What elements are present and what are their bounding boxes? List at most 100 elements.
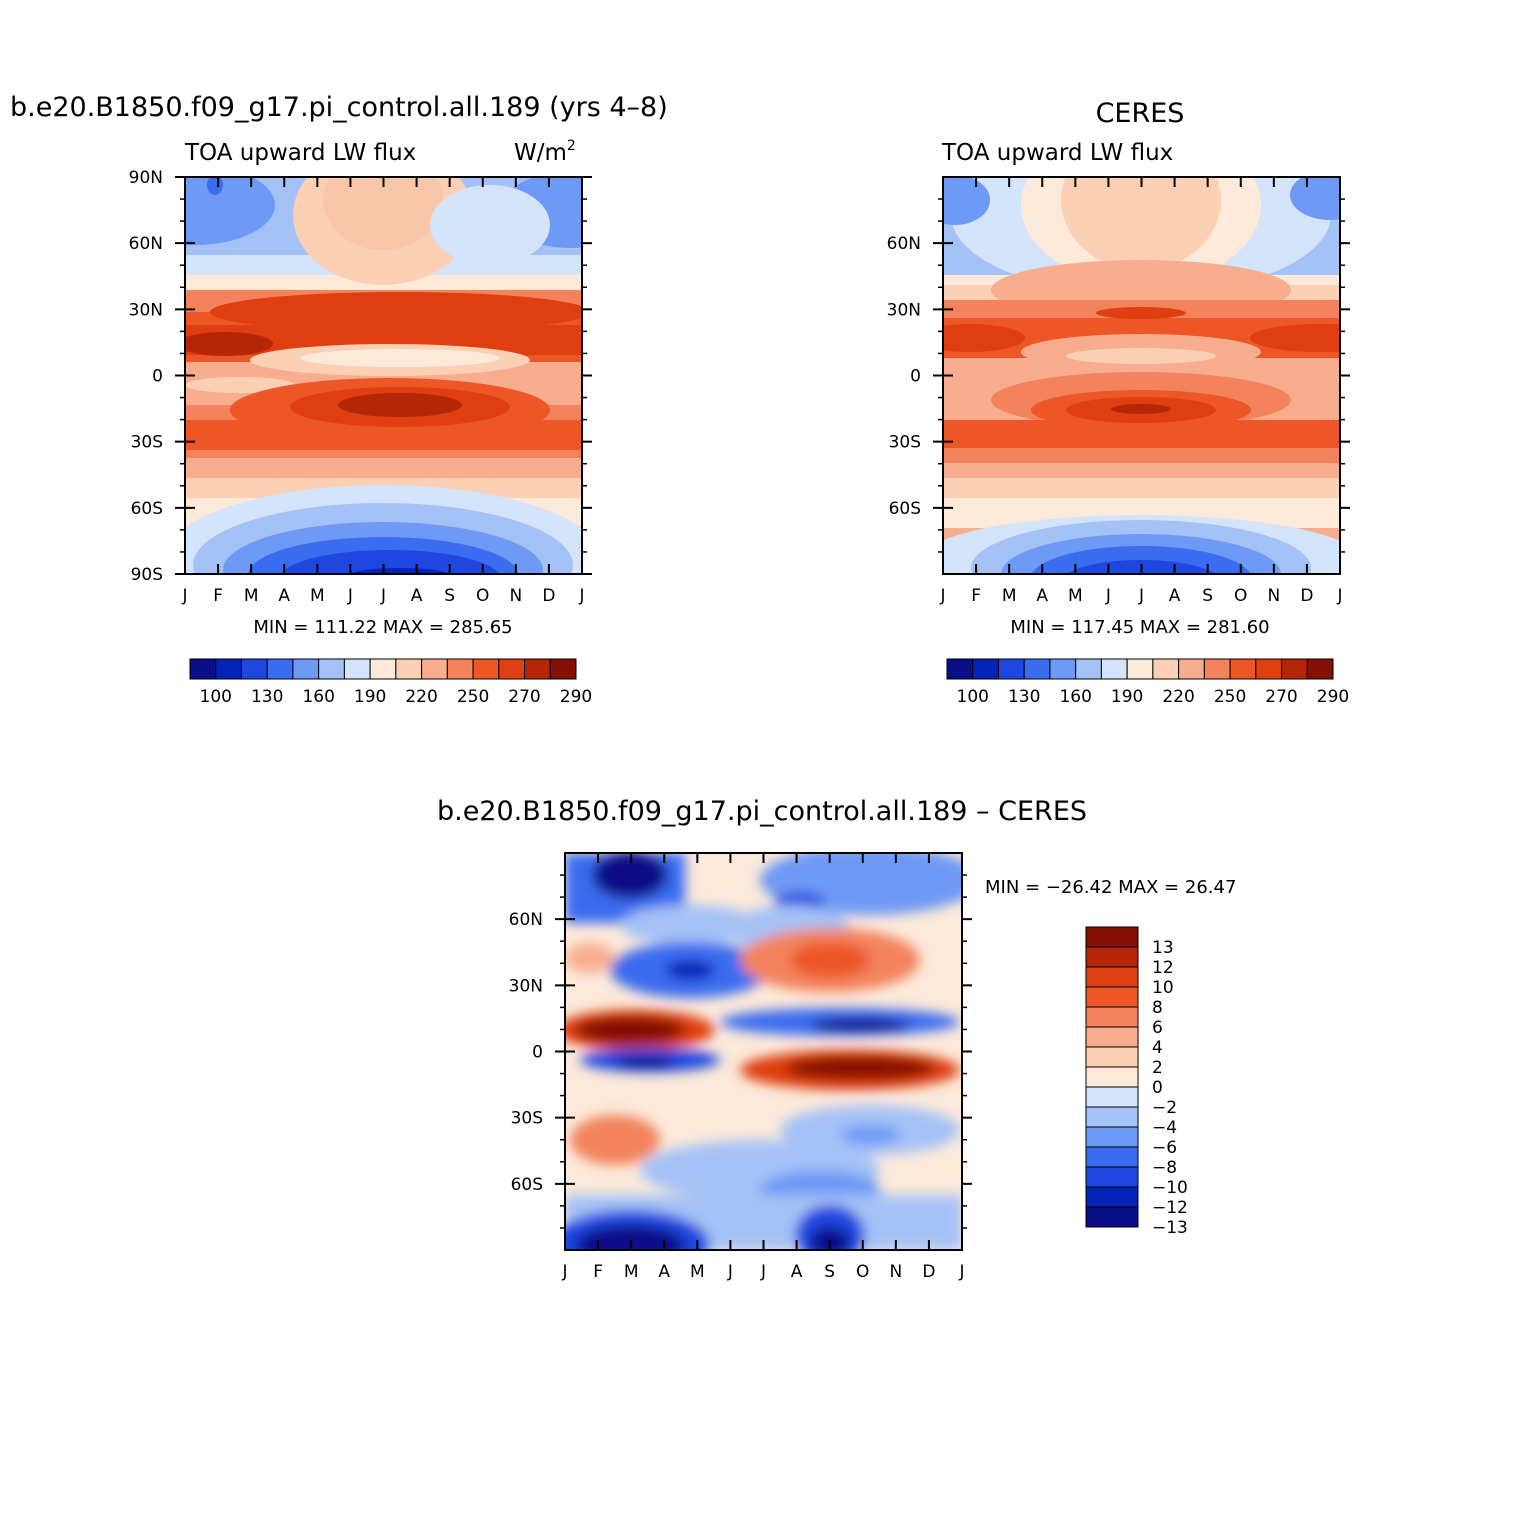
band-35s: [943, 448, 1340, 463]
band-40s: [185, 458, 582, 478]
colorbar-swatch: [1085, 1026, 1139, 1048]
colorbar-label: 250: [1214, 687, 1246, 707]
colorbar-swatch: [946, 658, 974, 680]
y-tick-label: 30N: [887, 300, 921, 320]
panel2-field: [943, 177, 1340, 574]
x-tick-label: J: [1138, 586, 1144, 606]
x-tick-label: N: [889, 1262, 902, 1282]
colorbar-swatch: [1255, 658, 1283, 680]
colorbar-swatch: [997, 658, 1025, 680]
colorbar-swatch: [240, 658, 268, 680]
x-tick-label: A: [278, 586, 290, 606]
colorbar-swatch: [549, 658, 577, 680]
panel3-title: b.e20.B1850.f09_g17.pi_control.all.189 –…: [437, 796, 1087, 827]
y-tick-label: 90N: [129, 168, 163, 188]
x-tick-label: M: [624, 1262, 639, 1282]
colorbar-swatch: [446, 658, 474, 680]
x-tick-label: O: [476, 586, 489, 606]
blob-sp-e: [281, 550, 499, 574]
panel3-field: [565, 853, 962, 1250]
colorbar-swatch: [1100, 658, 1128, 680]
y-tick-label: 0: [152, 367, 163, 387]
colorbar-swatch: [215, 658, 242, 680]
colorbar-swatch: [1075, 658, 1102, 680]
colorbar-label: −2: [1152, 1098, 1177, 1118]
blob-15s-peak: [338, 393, 462, 417]
colorbar-swatch: [292, 658, 320, 680]
colorbar-label: 220: [405, 687, 437, 707]
colorbar-label: 8: [1152, 998, 1163, 1018]
colorbar-swatch: [318, 658, 345, 680]
colorbar-label: 250: [457, 687, 489, 707]
colorbar-label: −13: [1152, 1218, 1188, 1238]
colorbar-swatch: [1049, 658, 1077, 680]
colorbar-label: 160: [1059, 687, 1091, 707]
band-50s: [943, 478, 1340, 498]
field-blurred: [565, 853, 962, 1250]
colorbar-label: 6: [1152, 1018, 1163, 1038]
colorbar-label: 160: [302, 687, 334, 707]
y-tick-label: 0: [532, 1043, 543, 1063]
colorbar-label: 270: [508, 687, 540, 707]
x-tick-label: A: [791, 1262, 803, 1282]
y-tick-label: 30S: [889, 433, 921, 453]
colorbar-label: −4: [1152, 1118, 1177, 1138]
x-tick-label: M: [244, 586, 259, 606]
patch-eq-blue-core: [615, 1056, 675, 1068]
colorbar-label: 0: [1152, 1078, 1163, 1098]
blob-np-left: [943, 177, 990, 225]
x-tick-label: J: [939, 586, 945, 606]
colorbar-label: 4: [1152, 1038, 1163, 1058]
y-tick-label: 60S: [889, 499, 921, 519]
x-tick-label: N: [1267, 586, 1280, 606]
y-tick-label: 60N: [129, 234, 163, 254]
colorbar-swatch: [1085, 1146, 1139, 1168]
panel2-title: CERES: [1096, 98, 1185, 129]
colorbar-label: 10: [1152, 978, 1174, 998]
x-tick-label: J: [347, 586, 353, 606]
blob-np-right: [1290, 177, 1340, 220]
blob-20n-left: [943, 324, 1025, 352]
blob-20n-winter: [185, 332, 273, 356]
colorbar-swatch: [1203, 658, 1231, 680]
y-tick-label: 0: [910, 367, 921, 387]
colorbar-swatch: [1085, 1186, 1139, 1208]
colorbar-swatch: [1306, 658, 1334, 680]
x-tick-label: A: [658, 1262, 670, 1282]
blob-15s-peak: [1111, 404, 1171, 414]
panel1-title: b.e20.B1850.f09_g17.pi_control.all.189 (…: [10, 92, 668, 123]
blob-20n-right: [1250, 324, 1340, 352]
patch-np-core: [592, 853, 668, 899]
colorbar-label: 2: [1152, 1058, 1163, 1078]
x-tick-label: O: [1234, 586, 1247, 606]
colorbar-swatch: [524, 658, 551, 680]
colorbar-swatch: [266, 658, 294, 680]
colorbar-label: 270: [1265, 687, 1297, 707]
x-tick-label: F: [593, 1262, 603, 1282]
x-tick-label: A: [411, 586, 423, 606]
blob-north-summer-inner: [323, 177, 443, 250]
colorbar-swatch: [1229, 658, 1257, 680]
colorbars-layer: 100 130 160 190 220 250 270 290 100 130 160 190 220 2…: [189, 658, 1349, 1238]
patch-30s-blue: [840, 1125, 900, 1145]
y-tick-label: 90S: [131, 565, 163, 585]
colorbar-swatch: [972, 658, 999, 680]
panel2-minmax: MIN = 117.45 MAX = 281.60: [1010, 617, 1269, 638]
x-tick-label: J: [727, 1262, 733, 1282]
panel1-minmax: MIN = 111.22 MAX = 285.65: [253, 617, 512, 638]
blob-np-winter-left: [185, 177, 275, 245]
x-tick-label: M: [1068, 586, 1083, 606]
x-tick-label: A: [1036, 586, 1048, 606]
patch-40n-red-core: [790, 942, 870, 978]
colorbar-label: −12: [1152, 1198, 1188, 1218]
y-tick-label: 30N: [509, 976, 543, 996]
x-tick-label: A: [1169, 586, 1181, 606]
x-tick-label: J: [1336, 586, 1342, 606]
patch-10n-red-core: [575, 1016, 685, 1044]
colorbar-swatch: [1126, 658, 1154, 680]
blob-25n-summer: [1096, 307, 1186, 319]
y-tick-label: 30S: [131, 433, 163, 453]
patch-40n-left: [565, 943, 615, 973]
